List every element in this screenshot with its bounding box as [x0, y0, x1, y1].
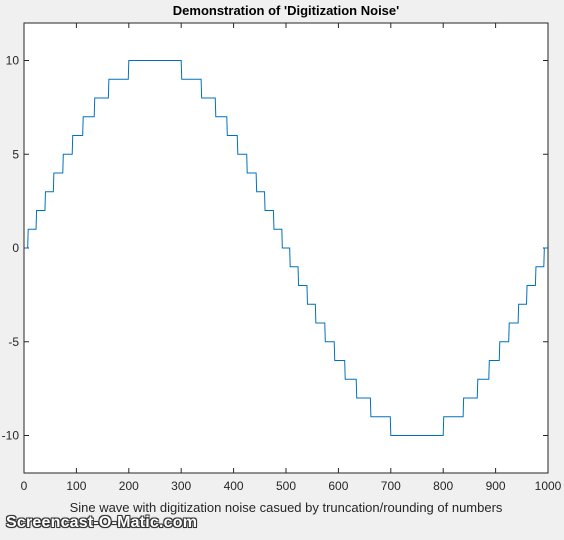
x-tick-label: 300	[171, 479, 191, 493]
x-tick-label: 0	[21, 479, 28, 493]
x-tick-label: 700	[381, 479, 401, 493]
watermark: Screencast-O-Matic.com	[6, 514, 198, 531]
series-line	[24, 60, 548, 436]
plot-frame	[23, 22, 549, 474]
x-tick-label: 1000	[535, 479, 562, 493]
x-tick-label: 800	[433, 479, 453, 493]
y-axis-ticks: -10 -5 0 5 10	[2, 54, 548, 443]
y-tick-label: 5	[12, 147, 19, 161]
y-tick-label: -10	[2, 429, 20, 443]
x-tick-label: 900	[486, 479, 506, 493]
x-tick-label: 500	[276, 479, 296, 493]
y-tick-label: 0	[12, 241, 19, 255]
y-tick-label: -5	[8, 335, 19, 349]
y-tick-label: 10	[6, 54, 20, 68]
x-tick-label: 400	[224, 479, 244, 493]
x-tick-label: 100	[66, 479, 86, 493]
x-tick-label: 600	[328, 479, 348, 493]
x-axis-label: Sine wave with digitization noise casued…	[70, 500, 503, 515]
x-axis-ticks: 0 100 200 300 400 500 600 700 800 900 1000	[21, 23, 562, 493]
chart-title: Demonstration of 'Digitization Noise'	[173, 3, 399, 18]
x-tick-label: 200	[119, 479, 139, 493]
